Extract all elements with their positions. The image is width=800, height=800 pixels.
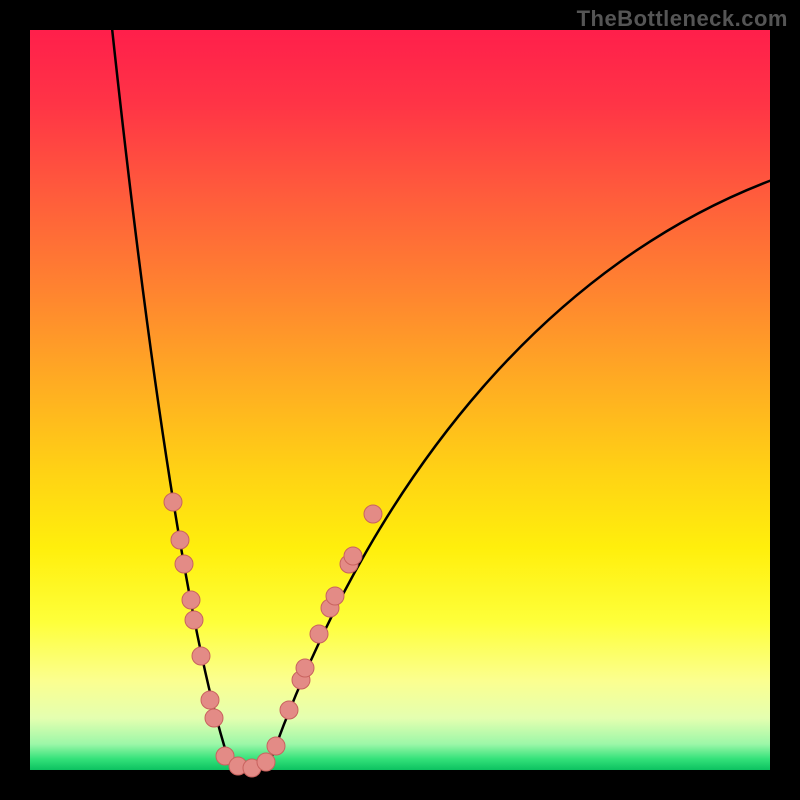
bottleneck-chart [0, 0, 800, 800]
marker-point [326, 587, 344, 605]
marker-point [344, 547, 362, 565]
marker-point [257, 753, 275, 771]
marker-point [175, 555, 193, 573]
marker-point [280, 701, 298, 719]
marker-point [296, 659, 314, 677]
marker-point [182, 591, 200, 609]
plot-background [30, 30, 770, 770]
marker-point [205, 709, 223, 727]
marker-point [364, 505, 382, 523]
marker-point [267, 737, 285, 755]
marker-point [185, 611, 203, 629]
marker-point [192, 647, 210, 665]
marker-point [164, 493, 182, 511]
marker-point [201, 691, 219, 709]
marker-point [171, 531, 189, 549]
watermark-text: TheBottleneck.com [577, 6, 788, 32]
marker-point [310, 625, 328, 643]
